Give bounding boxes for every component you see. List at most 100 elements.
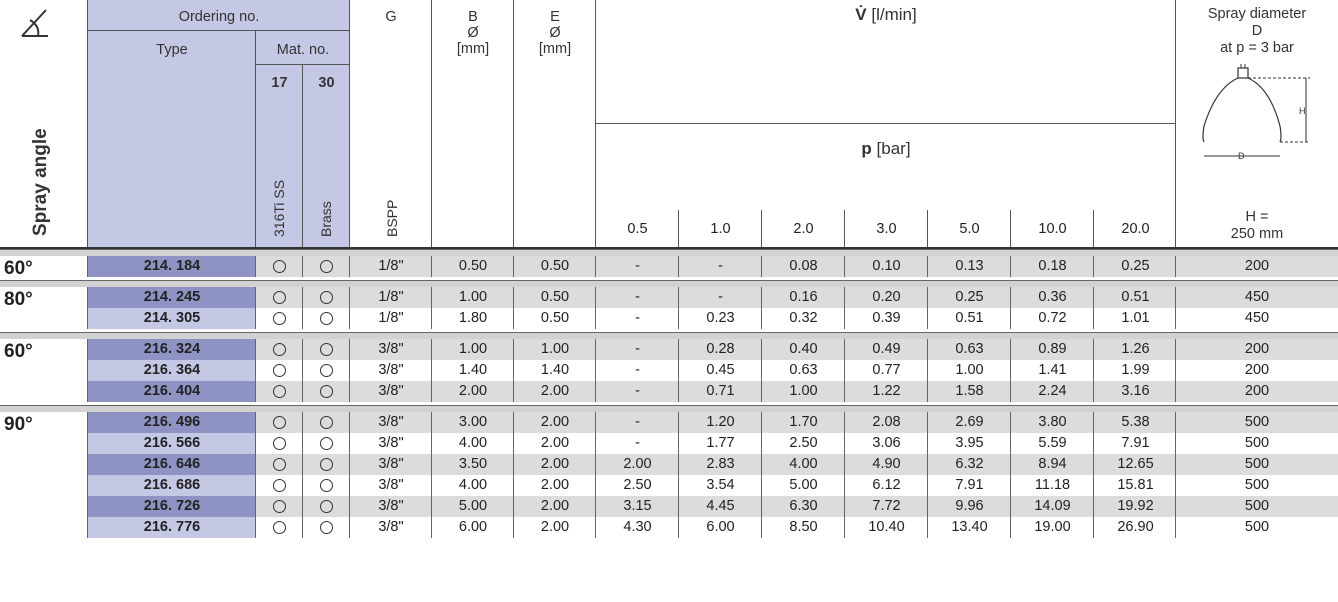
flow-rate-value: 15.81 (1117, 477, 1154, 493)
bspp-thread: 3/8" (378, 383, 404, 399)
material-17-option-icon[interactable] (273, 479, 286, 492)
flow-rate-value: 1.77 (706, 435, 735, 451)
e-diameter: 2.00 (540, 498, 570, 514)
flow-rate-value: 2.00 (623, 456, 652, 472)
bspp-thread: 3/8" (378, 498, 404, 514)
diagram-h-label: H (1299, 106, 1306, 116)
flow-rate-value: 12.65 (1117, 456, 1154, 472)
material-17-option-icon[interactable] (273, 416, 286, 429)
type-code: 216. 566 (143, 435, 201, 451)
bspp-thread: 3/8" (378, 477, 404, 493)
flow-rate-value: 0.72 (1038, 310, 1067, 326)
grid-line (302, 339, 303, 402)
flow-rate-value: 0.51 (1121, 289, 1150, 305)
material-30-option-icon[interactable] (320, 479, 333, 492)
flow-rate-value: 1.00 (955, 362, 984, 378)
material-30-option-icon[interactable] (320, 385, 333, 398)
flow-rate-value: 1.22 (872, 383, 901, 399)
type-cell-bg (88, 433, 256, 454)
flow-rate-value: - (635, 414, 640, 430)
material-17-option-icon[interactable] (273, 343, 286, 356)
flow-rate-value: 7.91 (955, 477, 984, 493)
grid-line (0, 249, 1338, 250)
flow-rate-value: 14.09 (1034, 498, 1071, 514)
material-17-option-icon[interactable] (273, 364, 286, 377)
grid-line (513, 256, 514, 277)
material-30-option-icon[interactable] (320, 364, 333, 377)
mat-cell-bg (256, 360, 350, 381)
b-diameter: 3.50 (458, 456, 488, 472)
spray-diameter-value: 500 (1244, 519, 1270, 535)
flow-rate-value: 0.25 (1121, 258, 1150, 274)
material-17-option-icon[interactable] (273, 521, 286, 534)
flow-rate-value: 13.40 (951, 519, 988, 535)
material-30-option-icon[interactable] (320, 458, 333, 471)
flow-rate-value: 5.00 (789, 477, 818, 493)
flow-rate-value: 3.54 (706, 477, 735, 493)
flow-rate-value: 0.63 (789, 362, 818, 378)
material-30-option-icon[interactable] (320, 437, 333, 450)
flow-rate-value: 1.00 (789, 383, 818, 399)
table-row: 216. 686 3/8" 4.00 2.00 2.50 3.54 5.00 6.12 7.91… (0, 475, 1338, 496)
pressure-value: 5.0 (959, 221, 980, 237)
grid-line (302, 287, 303, 329)
type-cell-bg (88, 412, 256, 433)
flow-rate-value: 5.38 (1121, 414, 1150, 430)
spray-angle-icon (21, 9, 48, 37)
flow-rate-value: 9.96 (955, 498, 984, 514)
b-diameter: 6.00 (458, 519, 488, 535)
material-17-option-icon[interactable] (273, 437, 286, 450)
e-diameter: 0.50 (540, 258, 570, 274)
b-unit: [mm] (456, 41, 490, 57)
grid-line (761, 339, 762, 402)
grid-line (844, 256, 845, 277)
e-diameter-symbol: Ø (549, 25, 561, 41)
material-30-option-icon[interactable] (320, 343, 333, 356)
table-row: 214. 245 1/8" 1.00 0.50 - - 0.16 0.20 0.25 0.36 0.… (0, 287, 1338, 308)
type-code: 216. 646 (143, 456, 201, 472)
material-17-option-icon[interactable] (273, 260, 286, 273)
grid-line (927, 339, 928, 402)
material-17-option-icon[interactable] (273, 458, 286, 471)
material-30-option-icon[interactable] (320, 291, 333, 304)
flow-rate-value: 3.16 (1121, 383, 1150, 399)
table-row: 216. 566 3/8" 4.00 2.00 - 1.77 2.50 3.06 3.95 5.5… (0, 433, 1338, 454)
flow-rate-value: 2.08 (872, 414, 901, 430)
material-30-option-icon[interactable] (320, 260, 333, 273)
spray-angle-label: Spray angle (30, 128, 51, 236)
flow-rate-value: 6.32 (955, 456, 984, 472)
grid-line (0, 332, 1338, 333)
flow-rate-value: 2.24 (1038, 383, 1067, 399)
mat-cell-bg (256, 496, 350, 517)
flow-rate-value: 0.51 (955, 310, 984, 326)
mat-30-name: Brass (318, 201, 334, 237)
material-17-option-icon[interactable] (273, 500, 286, 513)
e-diameter: 0.50 (540, 289, 570, 305)
flow-rate-value: - (635, 435, 640, 451)
b-diameter-symbol: Ø (467, 25, 479, 41)
material-17-option-icon[interactable] (273, 291, 286, 304)
flow-unit: [l/min] (871, 5, 917, 24)
flow-rate-value: 0.45 (706, 362, 735, 378)
material-17-option-icon[interactable] (273, 385, 286, 398)
flow-rate-value: 2.50 (789, 435, 818, 451)
pressure-symbol: p (861, 139, 872, 158)
grid-line (1010, 339, 1011, 402)
flow-symbol: V̇ (855, 5, 867, 24)
material-30-option-icon[interactable] (320, 312, 333, 325)
material-17-option-icon[interactable] (273, 312, 286, 325)
flow-rate-value: 1.01 (1121, 310, 1150, 326)
material-30-option-icon[interactable] (320, 416, 333, 429)
type-code: 216. 364 (143, 362, 201, 378)
mat-cell-bg (256, 308, 350, 329)
grid-line (1010, 287, 1011, 329)
b-diameter: 4.00 (458, 435, 488, 451)
type-code: 214. 245 (143, 289, 201, 305)
flow-rate-value: 1.20 (706, 414, 735, 430)
material-30-option-icon[interactable] (320, 521, 333, 534)
flow-rate-value: 10.40 (868, 519, 905, 535)
group-separator (0, 406, 1338, 412)
bspp-thread: 3/8" (378, 341, 404, 357)
material-30-option-icon[interactable] (320, 500, 333, 513)
ordering-header-bg (88, 0, 350, 247)
